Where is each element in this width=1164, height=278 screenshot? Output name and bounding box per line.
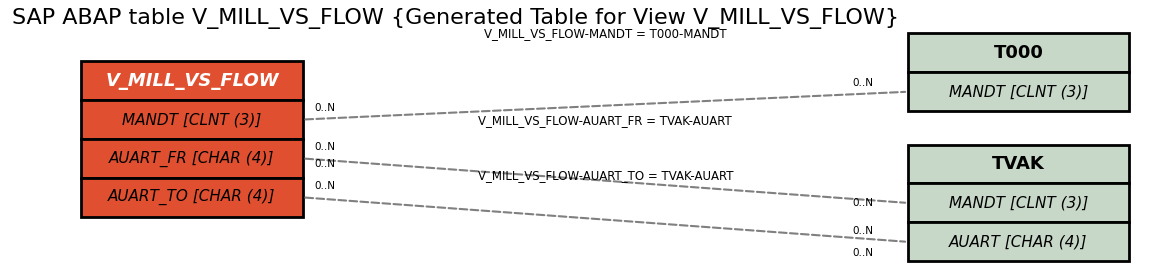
Text: SAP ABAP table V_MILL_VS_FLOW {Generated Table for View V_MILL_VS_FLOW}: SAP ABAP table V_MILL_VS_FLOW {Generated… xyxy=(12,8,899,29)
Text: V_MILL_VS_FLOW-MANDT = T000-MANDT: V_MILL_VS_FLOW-MANDT = T000-MANDT xyxy=(484,27,726,40)
FancyBboxPatch shape xyxy=(81,100,303,139)
FancyBboxPatch shape xyxy=(908,33,1129,72)
FancyBboxPatch shape xyxy=(81,139,303,178)
Text: MANDT [CLNT (3)]: MANDT [CLNT (3)] xyxy=(949,84,1088,99)
FancyBboxPatch shape xyxy=(81,61,303,100)
Text: 0..N: 0..N xyxy=(314,159,335,169)
Text: AUART_TO [CHAR (4)]: AUART_TO [CHAR (4)] xyxy=(108,189,276,205)
FancyBboxPatch shape xyxy=(908,145,1129,183)
Text: AUART_FR [CHAR (4)]: AUART_FR [CHAR (4)] xyxy=(109,150,275,167)
Text: AUART [CHAR (4)]: AUART [CHAR (4)] xyxy=(950,234,1087,249)
Text: TVAK: TVAK xyxy=(992,155,1045,173)
Text: 0..N: 0..N xyxy=(314,142,335,152)
Text: V_MILL_VS_FLOW: V_MILL_VS_FLOW xyxy=(105,72,279,90)
Text: MANDT [CLNT (3)]: MANDT [CLNT (3)] xyxy=(949,195,1088,210)
Text: 0..N: 0..N xyxy=(852,226,873,236)
Text: 0..N: 0..N xyxy=(314,181,335,191)
Text: 0..N: 0..N xyxy=(852,198,873,208)
Text: MANDT [CLNT (3)]: MANDT [CLNT (3)] xyxy=(122,112,262,127)
Text: V_MILL_VS_FLOW-AUART_TO = TVAK-AUART: V_MILL_VS_FLOW-AUART_TO = TVAK-AUART xyxy=(477,169,733,182)
Text: 0..N: 0..N xyxy=(852,248,873,258)
FancyBboxPatch shape xyxy=(81,178,303,217)
FancyBboxPatch shape xyxy=(908,222,1129,261)
FancyBboxPatch shape xyxy=(908,72,1129,111)
Text: T000: T000 xyxy=(994,44,1043,62)
FancyBboxPatch shape xyxy=(908,183,1129,222)
Text: 0..N: 0..N xyxy=(852,78,873,88)
Text: 0..N: 0..N xyxy=(314,103,335,113)
Text: V_MILL_VS_FLOW-AUART_FR = TVAK-AUART: V_MILL_VS_FLOW-AUART_FR = TVAK-AUART xyxy=(478,115,732,127)
